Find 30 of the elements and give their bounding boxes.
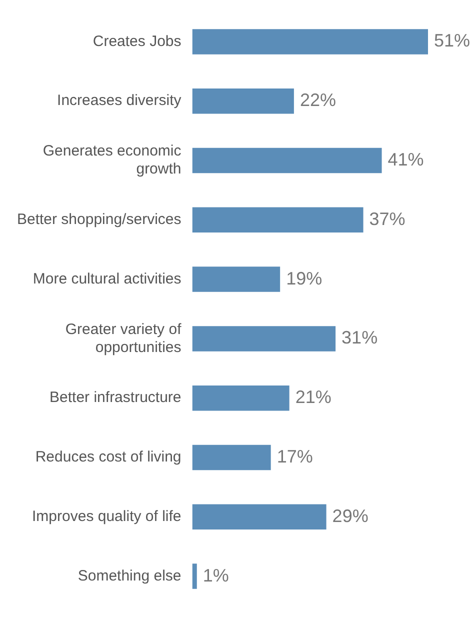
data-label: 1% (202, 565, 229, 586)
y-tick-label: More cultural activities (32, 270, 182, 288)
bar (192, 266, 280, 292)
y-tick-label: Creates Jobs (92, 32, 182, 50)
bar (192, 148, 382, 174)
y-tick-label: Increases diversity (57, 92, 182, 110)
bar (192, 444, 271, 470)
y-tick-label: Greater variety of opportunities (65, 320, 182, 356)
data-label: 29% (332, 506, 368, 526)
data-label: 21% (295, 387, 332, 408)
y-tick-label: Better infrastructure (50, 389, 182, 406)
y-tick-label: Better shopping/services (16, 211, 182, 228)
bar (192, 29, 428, 54)
data-label: 51% (434, 30, 470, 51)
data-label: 41% (388, 149, 424, 170)
y-tick-label: Something else (78, 567, 182, 584)
bar (192, 207, 364, 233)
bar (192, 504, 326, 530)
data-label: 19% (286, 268, 322, 288)
data-label: 17% (276, 446, 313, 466)
y-tick-label: Generates economic growth (42, 142, 182, 178)
bar (192, 564, 197, 589)
data-label: 31% (342, 328, 378, 348)
data-label: 22% (300, 90, 336, 110)
y-tick-label: Reduces cost of living (35, 448, 182, 466)
bar (192, 326, 336, 352)
data-label: 37% (369, 208, 406, 229)
bar (192, 385, 290, 411)
y-tick-label: Improves quality of life (32, 508, 182, 526)
bar (192, 88, 294, 114)
